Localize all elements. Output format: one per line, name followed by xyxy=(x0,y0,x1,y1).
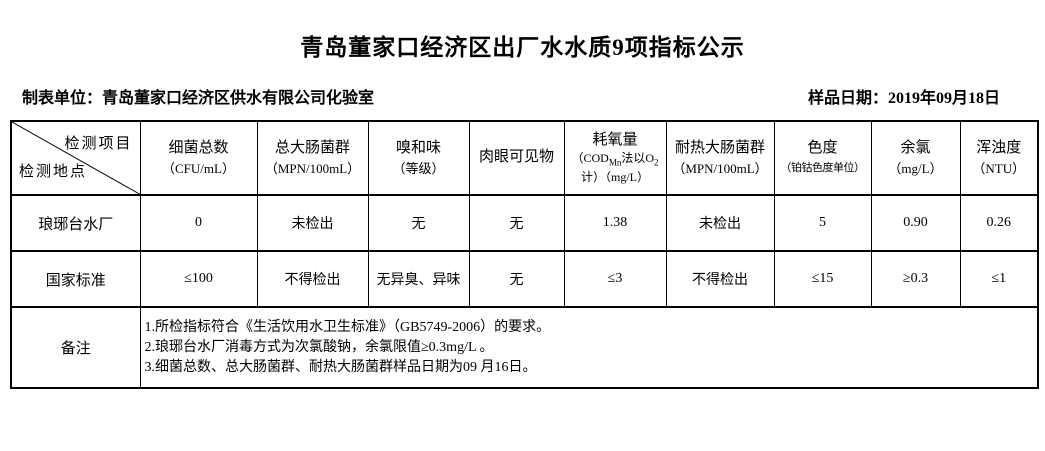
header-unit: （铂钴色度单位） xyxy=(780,162,866,174)
header-unit: （MPN/100mL） xyxy=(264,161,361,176)
header-unit: （等级） xyxy=(392,161,445,176)
header-title: 色度 xyxy=(807,140,838,156)
table-cell: 不得检出 xyxy=(256,250,369,308)
table-cell: 0.90 xyxy=(870,194,961,252)
cod-subscript-mn: Mn xyxy=(608,157,622,168)
page: 青岛董家口经济区出厂水水质9项指标公示 制表单位：青岛董家口经济区供水有限公司化… xyxy=(0,34,1045,389)
header-title: 总大肠菌群 xyxy=(274,140,350,156)
table-cell: 无 xyxy=(367,194,470,252)
header-odor-taste: 嗅和味 （等级） xyxy=(367,120,470,196)
maker-label: 制表单位：青岛董家口经济区供水有限公司化验室 xyxy=(22,90,375,107)
header-turbidity: 浑浊度 （NTU） xyxy=(959,120,1039,196)
cod-text: （COD xyxy=(571,150,609,165)
remarks-line-3: 3.细菌总数、总大肠菌群、耐热大肠菌群样品日期为09 月16日。 xyxy=(144,359,537,375)
row-national-standard: 国家标准 ≤100 不得检出 无异臭、异味 无 ≤3 不得检出 ≤15 ≥0.3… xyxy=(10,250,1039,308)
corner-cell: 检测项目 检测地点 xyxy=(10,120,141,196)
corner-label-location: 检测地点 xyxy=(19,164,88,180)
remarks-row: 备注 1.所检指标符合《生活饮用水卫生标准》（GB5749-2006）的要求。 … xyxy=(10,306,1039,389)
diagonal-line xyxy=(12,123,139,193)
table-cell: 无 xyxy=(468,250,565,308)
header-unit: （mg/L） xyxy=(888,161,943,176)
header-cod: 耗氧量 （CODMn法以O2 计）（mg/L） xyxy=(563,120,667,196)
table-cell: ≥0.3 xyxy=(870,250,961,308)
remarks-content: 1.所检指标符合《生活饮用水卫生标准》（GB5749-2006）的要求。 2.琅… xyxy=(141,318,1037,378)
table-cell: ≤1 xyxy=(959,250,1039,308)
remarks-label: 备注 xyxy=(10,306,141,389)
table-header-row: 检测项目 检测地点 细菌总数 （CFU/mL） 总大肠菌群 （MPN/100mL… xyxy=(10,120,1039,196)
table-cell: 无异臭、异味 xyxy=(367,250,470,308)
header-title: 细菌总数 xyxy=(168,140,229,156)
table-cell: 未检出 xyxy=(256,194,369,252)
table-cell: 5 xyxy=(773,194,872,252)
header-unit: （CODMn法以O2 计）（mg/L） xyxy=(565,150,665,185)
table-cell: 无 xyxy=(468,194,565,252)
table-cell: 0.26 xyxy=(959,194,1039,252)
row-label: 国家标准 xyxy=(10,250,141,308)
remarks-content-cell: 1.所检指标符合《生活饮用水卫生标准》（GB5749-2006）的要求。 2.琅… xyxy=(139,306,1039,389)
table-cell: 未检出 xyxy=(665,194,775,252)
info-row: 制表单位：青岛董家口经济区供水有限公司化验室 样品日期：2019年09月18日 xyxy=(0,90,1045,108)
page-title: 青岛董家口经济区出厂水水质9项指标公示 xyxy=(300,35,745,60)
header-unit: （MPN/100mL） xyxy=(672,161,768,176)
header-title: 耗氧量 xyxy=(592,131,638,148)
table-cell: 不得检出 xyxy=(665,250,775,308)
cod-subscript-2: 2 xyxy=(654,157,659,168)
header-bacteria-count: 细菌总数 （CFU/mL） xyxy=(139,120,258,196)
table-cell: ≤3 xyxy=(563,250,667,308)
header-chroma: 色度 （铂钴色度单位） xyxy=(773,120,872,196)
header-total-coliform: 总大肠菌群 （MPN/100mL） xyxy=(256,120,369,196)
table-cell: ≤15 xyxy=(773,250,872,308)
corner-label-items: 检测项目 xyxy=(64,136,133,152)
table-cell: 1.38 xyxy=(563,194,667,252)
water-quality-table: 检测项目 检测地点 细菌总数 （CFU/mL） 总大肠菌群 （MPN/100mL… xyxy=(10,120,1039,389)
table-cell: 0 xyxy=(139,194,258,252)
sample-date-label: 样品日期：2019年09月18日 xyxy=(807,90,1000,107)
remarks-line-2: 2.琅琊台水厂消毒方式为次氯酸钠，余氯限值≥0.3mg/L 。 xyxy=(144,339,494,355)
header-unit: （NTU） xyxy=(972,161,1026,176)
cod-text: 计）（mg/L） xyxy=(581,170,649,185)
header-title: 余氯 xyxy=(900,140,931,156)
table-cell: ≤100 xyxy=(139,250,258,308)
row-label: 琅琊台水厂 xyxy=(10,194,141,252)
header-residual-chlorine: 余氯 （mg/L） xyxy=(870,120,961,196)
header-title: 肉眼可见物 xyxy=(478,148,554,165)
remarks-line-1: 1.所检指标符合《生活饮用水卫生标准》（GB5749-2006）的要求。 xyxy=(144,319,551,335)
header-unit: （CFU/mL） xyxy=(162,161,235,176)
row-langyatai: 琅琊台水厂 0 未检出 无 无 1.38 未检出 5 0.90 0.26 xyxy=(10,194,1039,252)
header-visible-matter: 肉眼可见物 xyxy=(468,120,565,196)
header-title: 嗅和味 xyxy=(395,140,441,156)
header-title: 浑浊度 xyxy=(976,140,1022,156)
cod-text: 法以O xyxy=(621,150,655,165)
header-title: 耐热大肠菌群 xyxy=(674,140,765,156)
header-thermotolerant-coliform: 耐热大肠菌群 （MPN/100mL） xyxy=(665,120,775,196)
